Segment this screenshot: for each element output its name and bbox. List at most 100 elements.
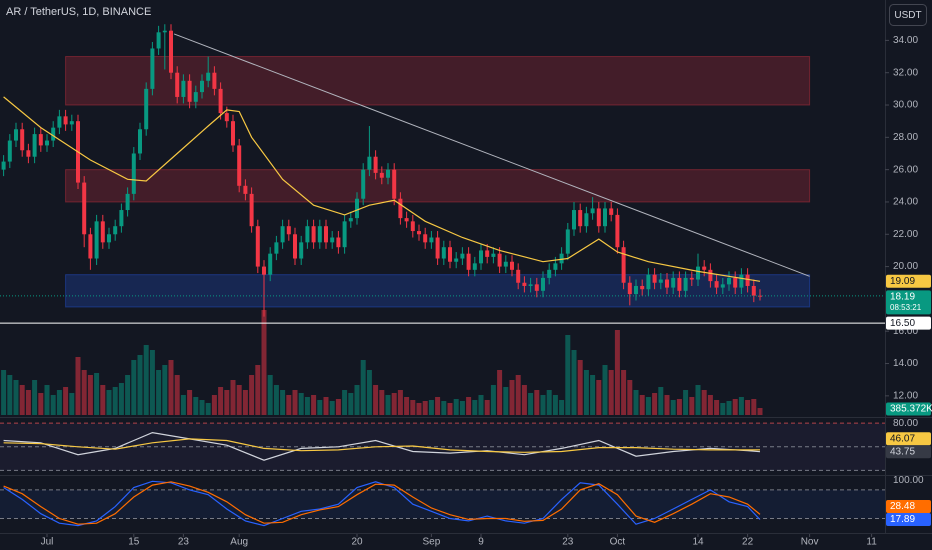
candle-body	[429, 237, 434, 243]
volume-bar	[614, 330, 620, 415]
candle-body	[119, 210, 124, 227]
candle-body	[324, 226, 328, 243]
candle-body	[305, 226, 310, 243]
candle-body	[293, 234, 297, 259]
volume-bar	[379, 390, 385, 415]
volume-bar	[125, 375, 131, 415]
volume-bar	[391, 393, 397, 415]
rsi-line	[3, 438, 760, 453]
candle-body	[634, 285, 638, 295]
volume-bar	[670, 400, 676, 415]
volume-bar	[410, 400, 416, 415]
candle-body	[510, 261, 514, 270]
y-tick-label: 32.00	[893, 67, 918, 78]
volume-bar	[664, 395, 670, 415]
volume-bar	[100, 385, 106, 415]
candle-body	[392, 169, 397, 199]
volume-bar	[44, 385, 50, 415]
volume-bar	[230, 380, 236, 415]
candle-body	[615, 214, 620, 248]
candle-body	[175, 72, 180, 97]
volume-bar	[645, 397, 651, 415]
volume-bar	[435, 397, 441, 415]
candle-body	[491, 253, 496, 257]
volume-bar	[56, 390, 62, 415]
y-tick-label: 28.00	[893, 132, 918, 143]
candle-body	[249, 193, 254, 227]
volume-bar	[342, 390, 348, 415]
x-tick-label: Oct	[610, 537, 626, 548]
volume-bar	[143, 345, 149, 415]
price-tag-label: 43.75	[890, 446, 915, 457]
candle-body	[708, 269, 713, 282]
candle-body	[640, 285, 645, 290]
candle-body	[485, 250, 490, 257]
candle-body	[528, 284, 533, 286]
candle-body	[448, 247, 452, 262]
candle-body	[286, 226, 291, 235]
volume-bar	[75, 357, 81, 415]
candle-body	[472, 263, 477, 270]
price-tag-label: 17.89	[890, 514, 915, 525]
candle-body	[138, 129, 142, 154]
volume-bar	[602, 365, 608, 415]
volume-bar	[249, 375, 255, 415]
candle-body	[156, 32, 161, 49]
currency-label[interactable]: USDT	[894, 10, 921, 21]
volume-bar	[540, 395, 546, 415]
volume-bar	[422, 401, 428, 415]
x-tick-label: Jul	[41, 537, 54, 548]
volume-bar	[515, 375, 521, 415]
candle-body	[206, 72, 211, 81]
candle-body	[200, 80, 204, 93]
volume-bar	[298, 393, 304, 415]
volume-bar	[416, 403, 422, 415]
volume-bar	[118, 383, 124, 415]
volume-bar	[385, 395, 391, 415]
volume-bar	[652, 393, 658, 415]
x-tick-label: Nov	[801, 537, 819, 548]
candle-body	[311, 226, 316, 243]
candle-body	[683, 277, 688, 291]
price-tag	[886, 445, 931, 459]
candle-body	[702, 266, 707, 270]
candle-body	[689, 277, 694, 280]
x-tick-label: 9	[478, 537, 484, 548]
volume-bar	[373, 385, 379, 415]
candle-body	[516, 269, 521, 283]
candle-body	[627, 282, 632, 295]
volume-bar	[590, 375, 596, 415]
currency-button[interactable]	[889, 4, 927, 26]
stoch-tick-label: 100.00	[893, 475, 924, 486]
candle-body	[367, 156, 372, 170]
candle-body	[553, 263, 558, 270]
candle-body	[565, 229, 570, 254]
volume-bar	[583, 370, 589, 415]
volume-bar	[131, 360, 137, 415]
candle-body	[82, 182, 87, 235]
volume-bar	[720, 403, 726, 415]
volume-bar	[472, 400, 478, 415]
candle-body	[733, 277, 738, 288]
volume-bar	[726, 401, 732, 415]
price-tag	[886, 290, 931, 315]
volume-bar	[149, 350, 155, 415]
volume-bar	[205, 403, 211, 415]
volume-bar	[311, 395, 317, 415]
stoch-line	[3, 481, 761, 525]
candle-body	[100, 221, 105, 243]
candle-body	[150, 48, 155, 89]
price-tag	[886, 499, 931, 513]
x-tick-label: 15	[128, 537, 140, 548]
zone	[65, 169, 811, 203]
y-tick-label: 16.00	[893, 326, 918, 337]
price-tag-label: 385.372K	[890, 404, 932, 415]
candle-body	[479, 250, 483, 264]
candle-body	[646, 274, 651, 290]
moving-average	[3, 96, 761, 282]
candle-body	[262, 266, 266, 275]
candle-body	[193, 92, 198, 102]
x-tick-label: 20	[351, 537, 363, 548]
volume-bar	[528, 393, 534, 415]
x-tick-label: 11	[866, 537, 877, 548]
